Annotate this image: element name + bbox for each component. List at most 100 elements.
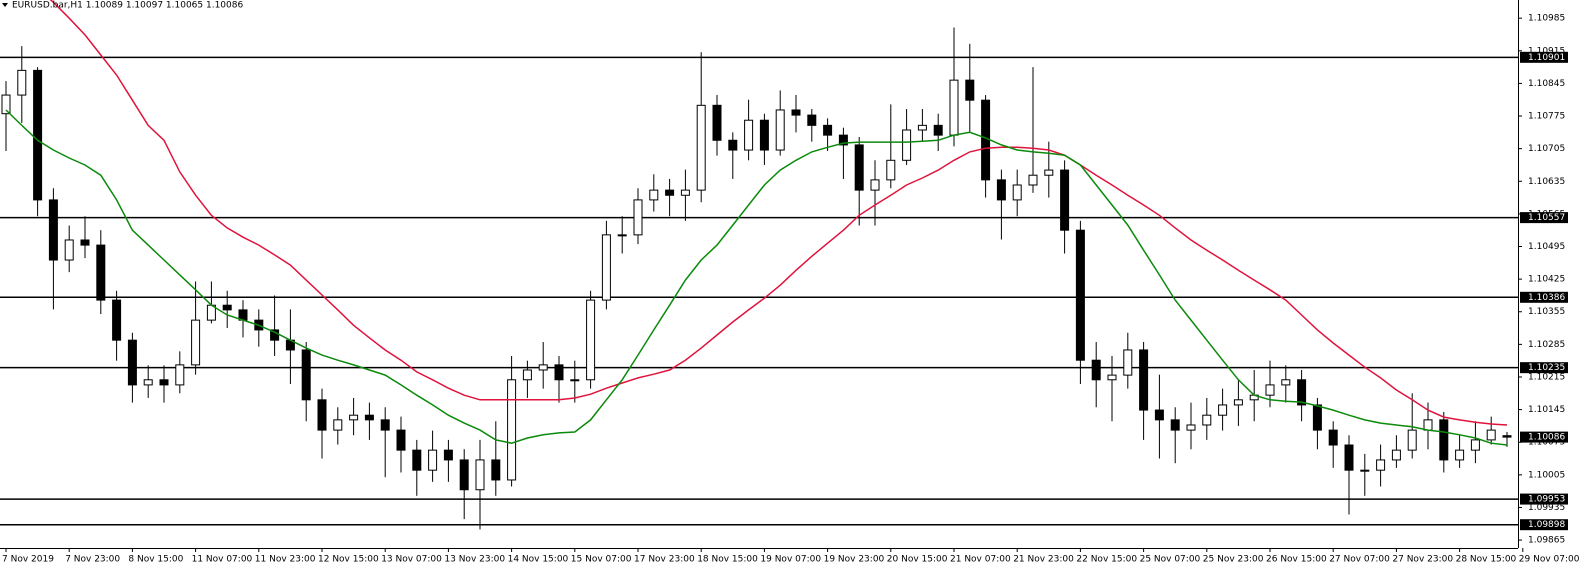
x-tick-label: 18 Nov 15:00 xyxy=(697,555,758,565)
candle-body xyxy=(127,339,137,386)
candle-body xyxy=(1107,374,1117,381)
x-tick-label: 25 Nov 23:00 xyxy=(1203,555,1264,565)
candle-body xyxy=(1328,429,1338,446)
candle-body xyxy=(1091,359,1101,381)
candle-body xyxy=(443,449,453,461)
x-tick-label: 14 Nov 15:00 xyxy=(508,555,569,565)
candle-body xyxy=(80,239,90,246)
candle-body xyxy=(522,369,532,381)
candle-body xyxy=(143,379,153,386)
candle-body xyxy=(1060,169,1070,231)
candle-body xyxy=(475,459,485,491)
candle-body xyxy=(1376,459,1386,471)
level-tag-box xyxy=(1520,291,1568,303)
candle-body xyxy=(333,419,343,431)
x-tick-label: 20 Nov 15:00 xyxy=(887,555,948,565)
candle-body xyxy=(759,119,769,151)
x-tick-label: 28 Nov 15:00 xyxy=(1456,555,1517,565)
level-tag-label: 1.09898 xyxy=(1528,520,1565,530)
current-price-tag-box xyxy=(1520,431,1568,443)
candle-body xyxy=(48,199,58,261)
candle-body xyxy=(1123,349,1133,376)
candle-body xyxy=(222,304,232,311)
candle-body xyxy=(601,234,611,301)
candle-body xyxy=(1170,419,1180,431)
candle-body xyxy=(1,94,11,115)
candle-body xyxy=(649,189,659,201)
candle-body xyxy=(1312,404,1322,431)
y-tick-label: 1.10285 xyxy=(1528,340,1565,350)
level-tag-label: 1.09953 xyxy=(1528,495,1565,505)
level-tag-box xyxy=(1520,519,1568,531)
y-tick-label: 1.09865 xyxy=(1528,536,1565,546)
y-tick-label: 1.10425 xyxy=(1528,275,1565,285)
x-tick-label: 21 Nov 07:00 xyxy=(950,555,1011,565)
level-tag-box xyxy=(1520,493,1568,505)
x-tick-label: 13 Nov 23:00 xyxy=(444,555,505,565)
candle-body xyxy=(159,379,169,386)
candle-body xyxy=(1344,444,1354,471)
candle-body xyxy=(1297,379,1307,406)
x-tick-label: 7 Nov 2019 xyxy=(2,555,54,565)
candle-body xyxy=(396,429,406,451)
x-tick-label: 25 Nov 07:00 xyxy=(1140,555,1201,565)
x-tick-label: 13 Nov 07:00 xyxy=(381,555,442,565)
x-tick-label: 21 Nov 23:00 xyxy=(1013,555,1074,565)
x-tick-label: 15 Nov 07:00 xyxy=(571,555,632,565)
level-tag-box xyxy=(1520,51,1568,63)
x-tick-label: 19 Nov 23:00 xyxy=(824,555,885,565)
candle-body xyxy=(301,349,311,401)
candle-body xyxy=(538,364,548,371)
candle-body xyxy=(570,379,580,382)
level-tag-box xyxy=(1520,362,1568,374)
plot-area xyxy=(0,0,1518,530)
y-tick-label: 1.10495 xyxy=(1528,242,1565,252)
candle-body xyxy=(1360,469,1370,472)
x-tick-label: 17 Nov 23:00 xyxy=(634,555,695,565)
candle-body xyxy=(1075,229,1085,361)
x-tick-label: 8 Nov 15:00 xyxy=(128,555,183,565)
candle-body xyxy=(364,414,374,421)
candle-body xyxy=(696,104,706,191)
candle-body xyxy=(1502,435,1512,438)
candle-body xyxy=(633,199,643,236)
level-tag-label: 1.10557 xyxy=(1528,213,1565,223)
candle-body xyxy=(1012,184,1022,201)
candle-body xyxy=(349,414,359,421)
moving-average-line xyxy=(5,109,1508,446)
candle-body xyxy=(33,69,43,201)
candle-body xyxy=(507,379,517,481)
candle-body xyxy=(965,79,975,101)
candle-body xyxy=(1455,449,1465,461)
candle-body xyxy=(949,79,959,136)
y-tick-label: 1.10985 xyxy=(1528,14,1565,24)
candle-body xyxy=(665,189,675,196)
candle-body xyxy=(428,449,438,471)
candle-body xyxy=(902,129,912,161)
candle-body xyxy=(838,134,848,146)
candle-body xyxy=(1391,449,1401,461)
candle-body xyxy=(1154,409,1164,421)
candle-body xyxy=(1139,349,1149,411)
x-tick-label: 29 Nov 07:00 xyxy=(1519,555,1580,565)
candle-body xyxy=(64,239,74,261)
candle-body xyxy=(412,449,422,471)
candle-body xyxy=(554,364,564,381)
candle-body xyxy=(175,364,185,386)
level-tag-label: 1.10235 xyxy=(1528,363,1565,373)
y-tick-label: 1.10635 xyxy=(1528,177,1565,187)
candle-body xyxy=(1186,424,1196,431)
candle-body xyxy=(1028,174,1038,186)
menu-arrow[interactable] xyxy=(2,3,8,7)
candle-body xyxy=(17,69,27,96)
moving-average-line xyxy=(49,0,1508,426)
x-tick-label: 26 Nov 15:00 xyxy=(1266,555,1327,565)
candle-body xyxy=(1265,384,1275,396)
y-tick-label: 1.10355 xyxy=(1528,307,1565,317)
x-tick-label: 27 Nov 07:00 xyxy=(1329,555,1390,565)
current-price-tag-label: 1.10086 xyxy=(1528,433,1565,443)
candle-body xyxy=(491,459,501,481)
x-tick-label: 12 Nov 15:00 xyxy=(318,555,379,565)
candle-body xyxy=(870,179,880,191)
candle-body xyxy=(917,124,927,131)
